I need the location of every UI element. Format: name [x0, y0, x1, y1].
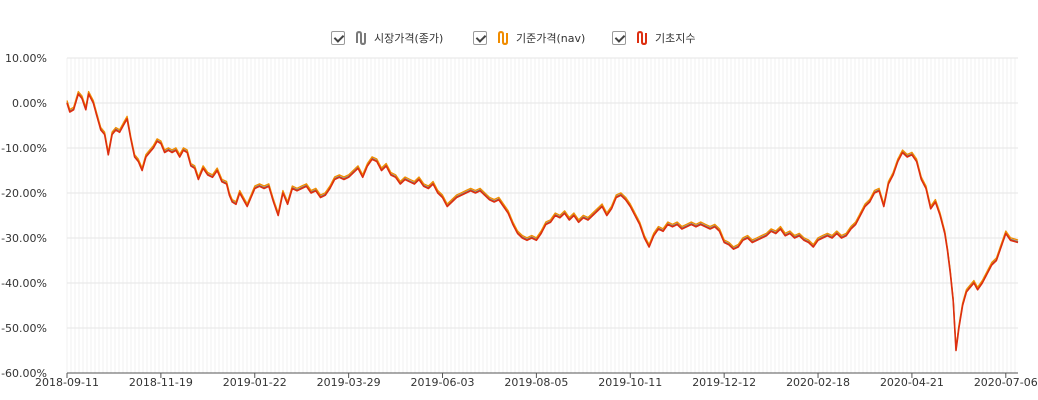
- series-symbol: [637, 31, 647, 45]
- vertical-grid: [66, 58, 1016, 373]
- x-tick-label: 2020-07-06: [974, 376, 1038, 389]
- series-symbol: [498, 31, 508, 45]
- series-lines: [66, 90, 1019, 352]
- y-tick-label: -40.00%: [1, 277, 47, 290]
- legend-label: 기준가격(nav): [516, 32, 586, 45]
- y-tick-label: -50.00%: [1, 322, 47, 335]
- legend: 시장가격(종가) 기준가격(nav) 기초지수: [0, 29, 1038, 47]
- x-tick-label: 2018-09-11: [35, 376, 99, 389]
- y-tick-label: -30.00%: [1, 232, 47, 245]
- series-toggle-icon: [498, 31, 508, 45]
- x-tick-label: 2020-04-21: [880, 376, 944, 389]
- x-tick-label: 2020-02-18: [786, 376, 850, 389]
- series-toggle-icon: [356, 31, 366, 45]
- series-line: [66, 90, 1019, 349]
- series-line: [66, 93, 1019, 352]
- checkbox-icon[interactable]: [612, 31, 626, 45]
- y-tick-label: -10.00%: [1, 142, 47, 155]
- y-tick-label: -20.00%: [1, 187, 47, 200]
- x-axis-labels: 2018-09-11 2018-11-19 2019-01-22 2019-03-29…: [35, 373, 1038, 389]
- y-tick-label: -60.00%: [1, 367, 47, 380]
- legend-item-nav[interactable]: 기준가격(nav): [473, 29, 585, 47]
- x-tick-label: 2019-08-05: [504, 376, 568, 389]
- x-tick-label: 2019-10-11: [598, 376, 662, 389]
- x-tick-label: 2019-12-12: [692, 376, 756, 389]
- y-tick-label: 10.00%: [5, 52, 47, 65]
- legend-label: 기초지수: [655, 32, 696, 45]
- series-toggle-icon: [637, 31, 647, 45]
- x-tick-label: 2019-06-03: [411, 376, 475, 389]
- legend-item-base-index[interactable]: 기초지수: [612, 29, 695, 47]
- legend-label: 시장가격(종가): [374, 32, 444, 45]
- x-tick-label: 2018-11-19: [129, 376, 193, 389]
- checkbox-icon[interactable]: [331, 31, 345, 45]
- legend-item-market-price[interactable]: 시장가격(종가): [331, 29, 443, 47]
- x-tick-label: 2019-03-29: [317, 376, 381, 389]
- x-tick-label: 2019-01-22: [223, 376, 287, 389]
- checkbox-icon[interactable]: [473, 31, 487, 45]
- y-axis-labels: 10.00% 0.00% -10.00% -20.00% -30.00% -40.00% -…: [1, 52, 47, 380]
- series-symbol: [356, 31, 366, 45]
- y-tick-label: 0.00%: [12, 97, 47, 110]
